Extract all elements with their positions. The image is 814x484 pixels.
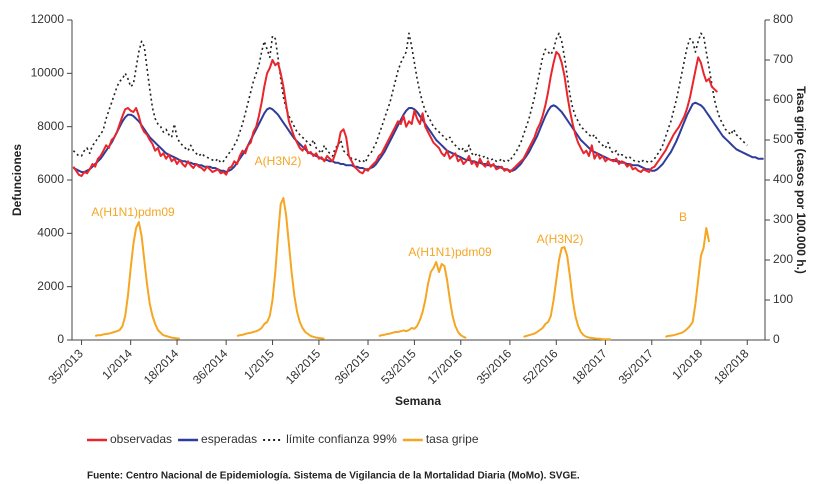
- series-line: [72, 101, 764, 173]
- x-tick-label: 35/2017: [616, 346, 657, 387]
- source-note: Fuente: Centro Nacional de Epidemiología…: [87, 471, 580, 482]
- annotation: A(H1N1)pdm09: [408, 245, 492, 259]
- y2-tick-label: 300: [773, 212, 793, 226]
- x-tick-label: 18/2015: [283, 346, 324, 387]
- x-tick-label: 1/2018: [669, 346, 705, 382]
- y-tick-label: 8000: [37, 119, 64, 133]
- y2-axis-title: Tasa gripe (casos por 100.000 h.): [794, 86, 808, 274]
- annotation: A(H1N1)pdm09: [91, 205, 175, 219]
- y2-tick-label: 500: [773, 132, 793, 146]
- x-tick-label: 17/2016: [425, 346, 466, 387]
- y-axis-title: Defunciones: [10, 144, 24, 216]
- series-line: [72, 32, 748, 164]
- y-tick-label: 4000: [37, 226, 64, 240]
- legend-label: observadas: [110, 432, 172, 446]
- y2-tick-label: 200: [773, 252, 793, 266]
- annotation: A(H3N2): [255, 154, 302, 168]
- series-line: [94, 197, 711, 341]
- x-tick-label: 1/2015: [241, 346, 277, 382]
- legend-label: límite confianza 99%: [286, 432, 397, 446]
- y-tick-label: 0: [57, 332, 64, 346]
- y-tick-label: 10000: [31, 66, 65, 80]
- x-tick-label: 18/2018: [711, 346, 752, 387]
- legend-label: tasa gripe: [426, 432, 479, 446]
- x-tick-label: 53/2015: [378, 346, 419, 387]
- annotation: B: [679, 210, 687, 224]
- y2-tick-label: 400: [773, 172, 793, 186]
- y2-tick-label: 100: [773, 292, 793, 306]
- y2-tick-label: 700: [773, 52, 793, 66]
- legend-label: esperadas: [201, 432, 257, 446]
- y2-tick-label: 600: [773, 92, 793, 106]
- series-line: [72, 51, 718, 177]
- x-axis-title: Semana: [395, 394, 441, 408]
- x-tick-label: 36/2014: [190, 346, 231, 387]
- annotation: A(H3N2): [537, 232, 584, 246]
- x-tick-label: 18/2014: [141, 346, 182, 387]
- x-tick-label: 18/2017: [569, 346, 610, 387]
- y-tick-label: 12000: [31, 12, 65, 26]
- x-tick-label: 35/2013: [45, 346, 86, 387]
- x-tick-label: 36/2015: [332, 346, 373, 387]
- y-tick-label: 2000: [37, 279, 64, 293]
- x-tick-label: 52/2016: [520, 346, 561, 387]
- x-tick-label: 35/2016: [474, 346, 515, 387]
- x-tick-label: 1/2014: [99, 346, 135, 382]
- y2-tick-label: 0: [773, 332, 780, 346]
- y2-tick-label: 800: [773, 12, 793, 26]
- y-tick-label: 6000: [37, 172, 64, 186]
